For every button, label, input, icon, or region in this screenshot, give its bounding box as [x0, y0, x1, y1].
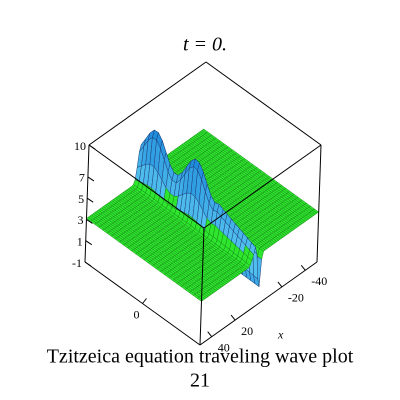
box-edge [203, 144, 322, 229]
z-tick-label: 5 [78, 192, 84, 206]
z-tick-label: 3 [77, 213, 83, 227]
x-tick [277, 281, 283, 288]
x-tick [300, 264, 306, 271]
z-tick-label: 10 [74, 139, 86, 153]
z-tick [88, 144, 96, 150]
z-tick [85, 240, 93, 246]
x-tick-label: 20 [241, 324, 253, 338]
z-tick [86, 197, 94, 203]
box-edge [84, 144, 90, 263]
x-tick-label: 40 [218, 340, 230, 354]
box-edge [88, 144, 205, 229]
box-edge [205, 61, 322, 146]
axes-box: -1 1 3 5 7 10 -40 -20 20 40 x 0 [72, 61, 327, 354]
z-tick [86, 219, 93, 224]
x-axis-label: x [277, 327, 284, 341]
caption: Tzitzeica equation traveling wave plot [47, 346, 354, 368]
y-tick-label: 0 [134, 307, 140, 321]
x-tick [207, 331, 213, 338]
z-tick [87, 176, 95, 182]
z-tick-label: -1 [72, 256, 82, 270]
x-tick-label: -20 [288, 291, 304, 305]
box-edge [199, 227, 205, 346]
chart-title: t = 0. [183, 34, 227, 56]
box-edge [88, 61, 207, 146]
x-tick-label: -40 [311, 274, 327, 288]
box-edge [199, 261, 318, 346]
x-tick [230, 314, 236, 321]
z-tick-label: 1 [77, 234, 83, 248]
z-tick [84, 261, 92, 267]
surface [86, 128, 320, 302]
box-edge [316, 144, 322, 263]
y-tick [142, 298, 147, 304]
z-tick-label: 7 [79, 171, 85, 185]
caption: 21 [190, 370, 210, 392]
